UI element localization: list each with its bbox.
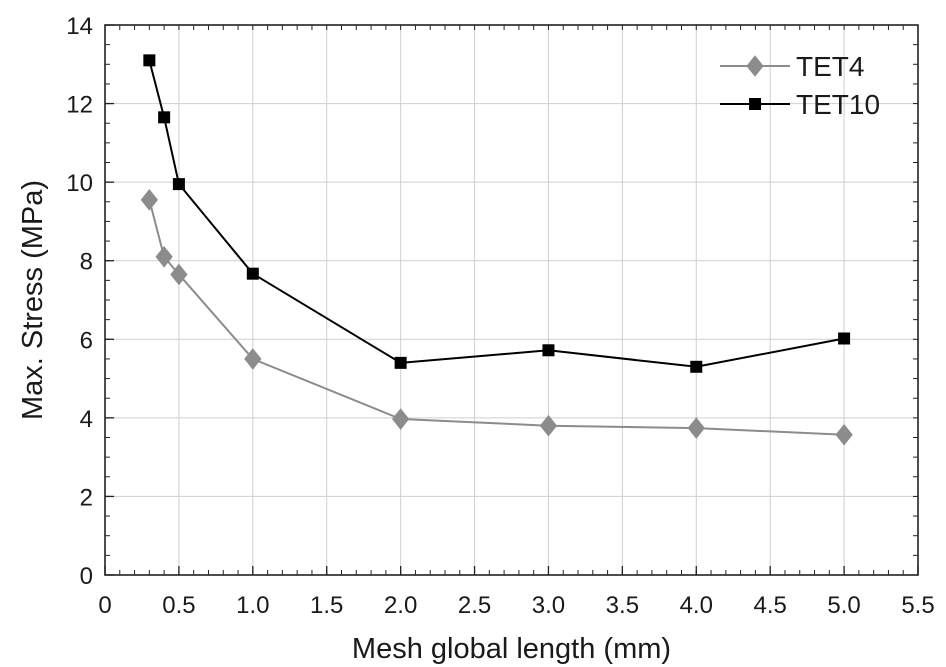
y-axis-title: Max. Stress (MPa): [17, 180, 49, 420]
series-tet10: [143, 54, 851, 373]
x-tick-label: 3.5: [606, 592, 639, 619]
data-point-tet10: [172, 178, 185, 191]
x-tick-label: 0: [98, 592, 111, 619]
x-tick-label: 0.5: [162, 592, 195, 619]
data-point-tet4: [539, 414, 558, 437]
data-point-tet4: [687, 417, 705, 439]
y-tick-label: 12: [66, 92, 93, 119]
data-point-tet4: [391, 408, 410, 430]
x-tick-label: 3.0: [532, 592, 565, 619]
y-tick-label: 6: [80, 327, 93, 354]
x-axis-ticks: 0 0.5 1.0 1.5 2.0 2.5 3.0 3.5 4.0 4.5 5.0 5.5: [98, 566, 935, 619]
series-tet4: [140, 189, 853, 446]
data-point-tet10: [542, 344, 555, 357]
x-axis-title: Mesh global length (mm): [352, 633, 671, 665]
x-tick-label: 4.5: [753, 592, 786, 619]
x-tick-label: 2.5: [458, 592, 491, 619]
y-tick-label: 10: [66, 170, 93, 197]
x-tick-label: 1.0: [236, 592, 269, 619]
legend-label-tet10: TET10: [796, 89, 880, 120]
data-point-tet4: [835, 423, 853, 446]
legend-marker-tet10: [749, 98, 761, 110]
data-point-tet10: [690, 360, 703, 373]
data-point-tet10: [246, 267, 259, 280]
x-tick-label: 2.0: [384, 592, 417, 619]
x-tick-label: 1.5: [310, 592, 343, 619]
legend-label-tet4: TET4: [796, 51, 864, 82]
data-point-tet4: [170, 263, 188, 286]
y-tick-label: 14: [66, 13, 93, 40]
data-point-tet4: [140, 189, 158, 211]
grid-lines: [105, 25, 918, 575]
data-point-tet4: [244, 348, 262, 370]
x-tick-label: 5.0: [827, 592, 860, 619]
y-tick-label: 4: [80, 406, 93, 433]
x-tick-label: 5.5: [901, 592, 934, 619]
y-axis-ticks: 0 2 4 6 8 10 12 14: [66, 13, 114, 590]
data-point-tet10: [838, 332, 851, 345]
y-tick-label: 8: [80, 249, 93, 276]
legend-marker-tet4: [746, 55, 764, 77]
data-point-tet10: [143, 54, 156, 67]
legend: TET4 TET10: [720, 51, 880, 120]
data-point-tet10: [394, 356, 407, 369]
y-tick-label: 2: [80, 484, 93, 511]
data-point-tet4: [155, 245, 173, 268]
series-line-tet10: [148, 60, 845, 368]
data-point-tet10: [158, 111, 171, 124]
y-tick-label: 0: [80, 563, 93, 590]
series-line-tet4: [148, 199, 845, 436]
x-tick-label: 4.0: [680, 592, 713, 619]
series-group: [140, 54, 853, 446]
